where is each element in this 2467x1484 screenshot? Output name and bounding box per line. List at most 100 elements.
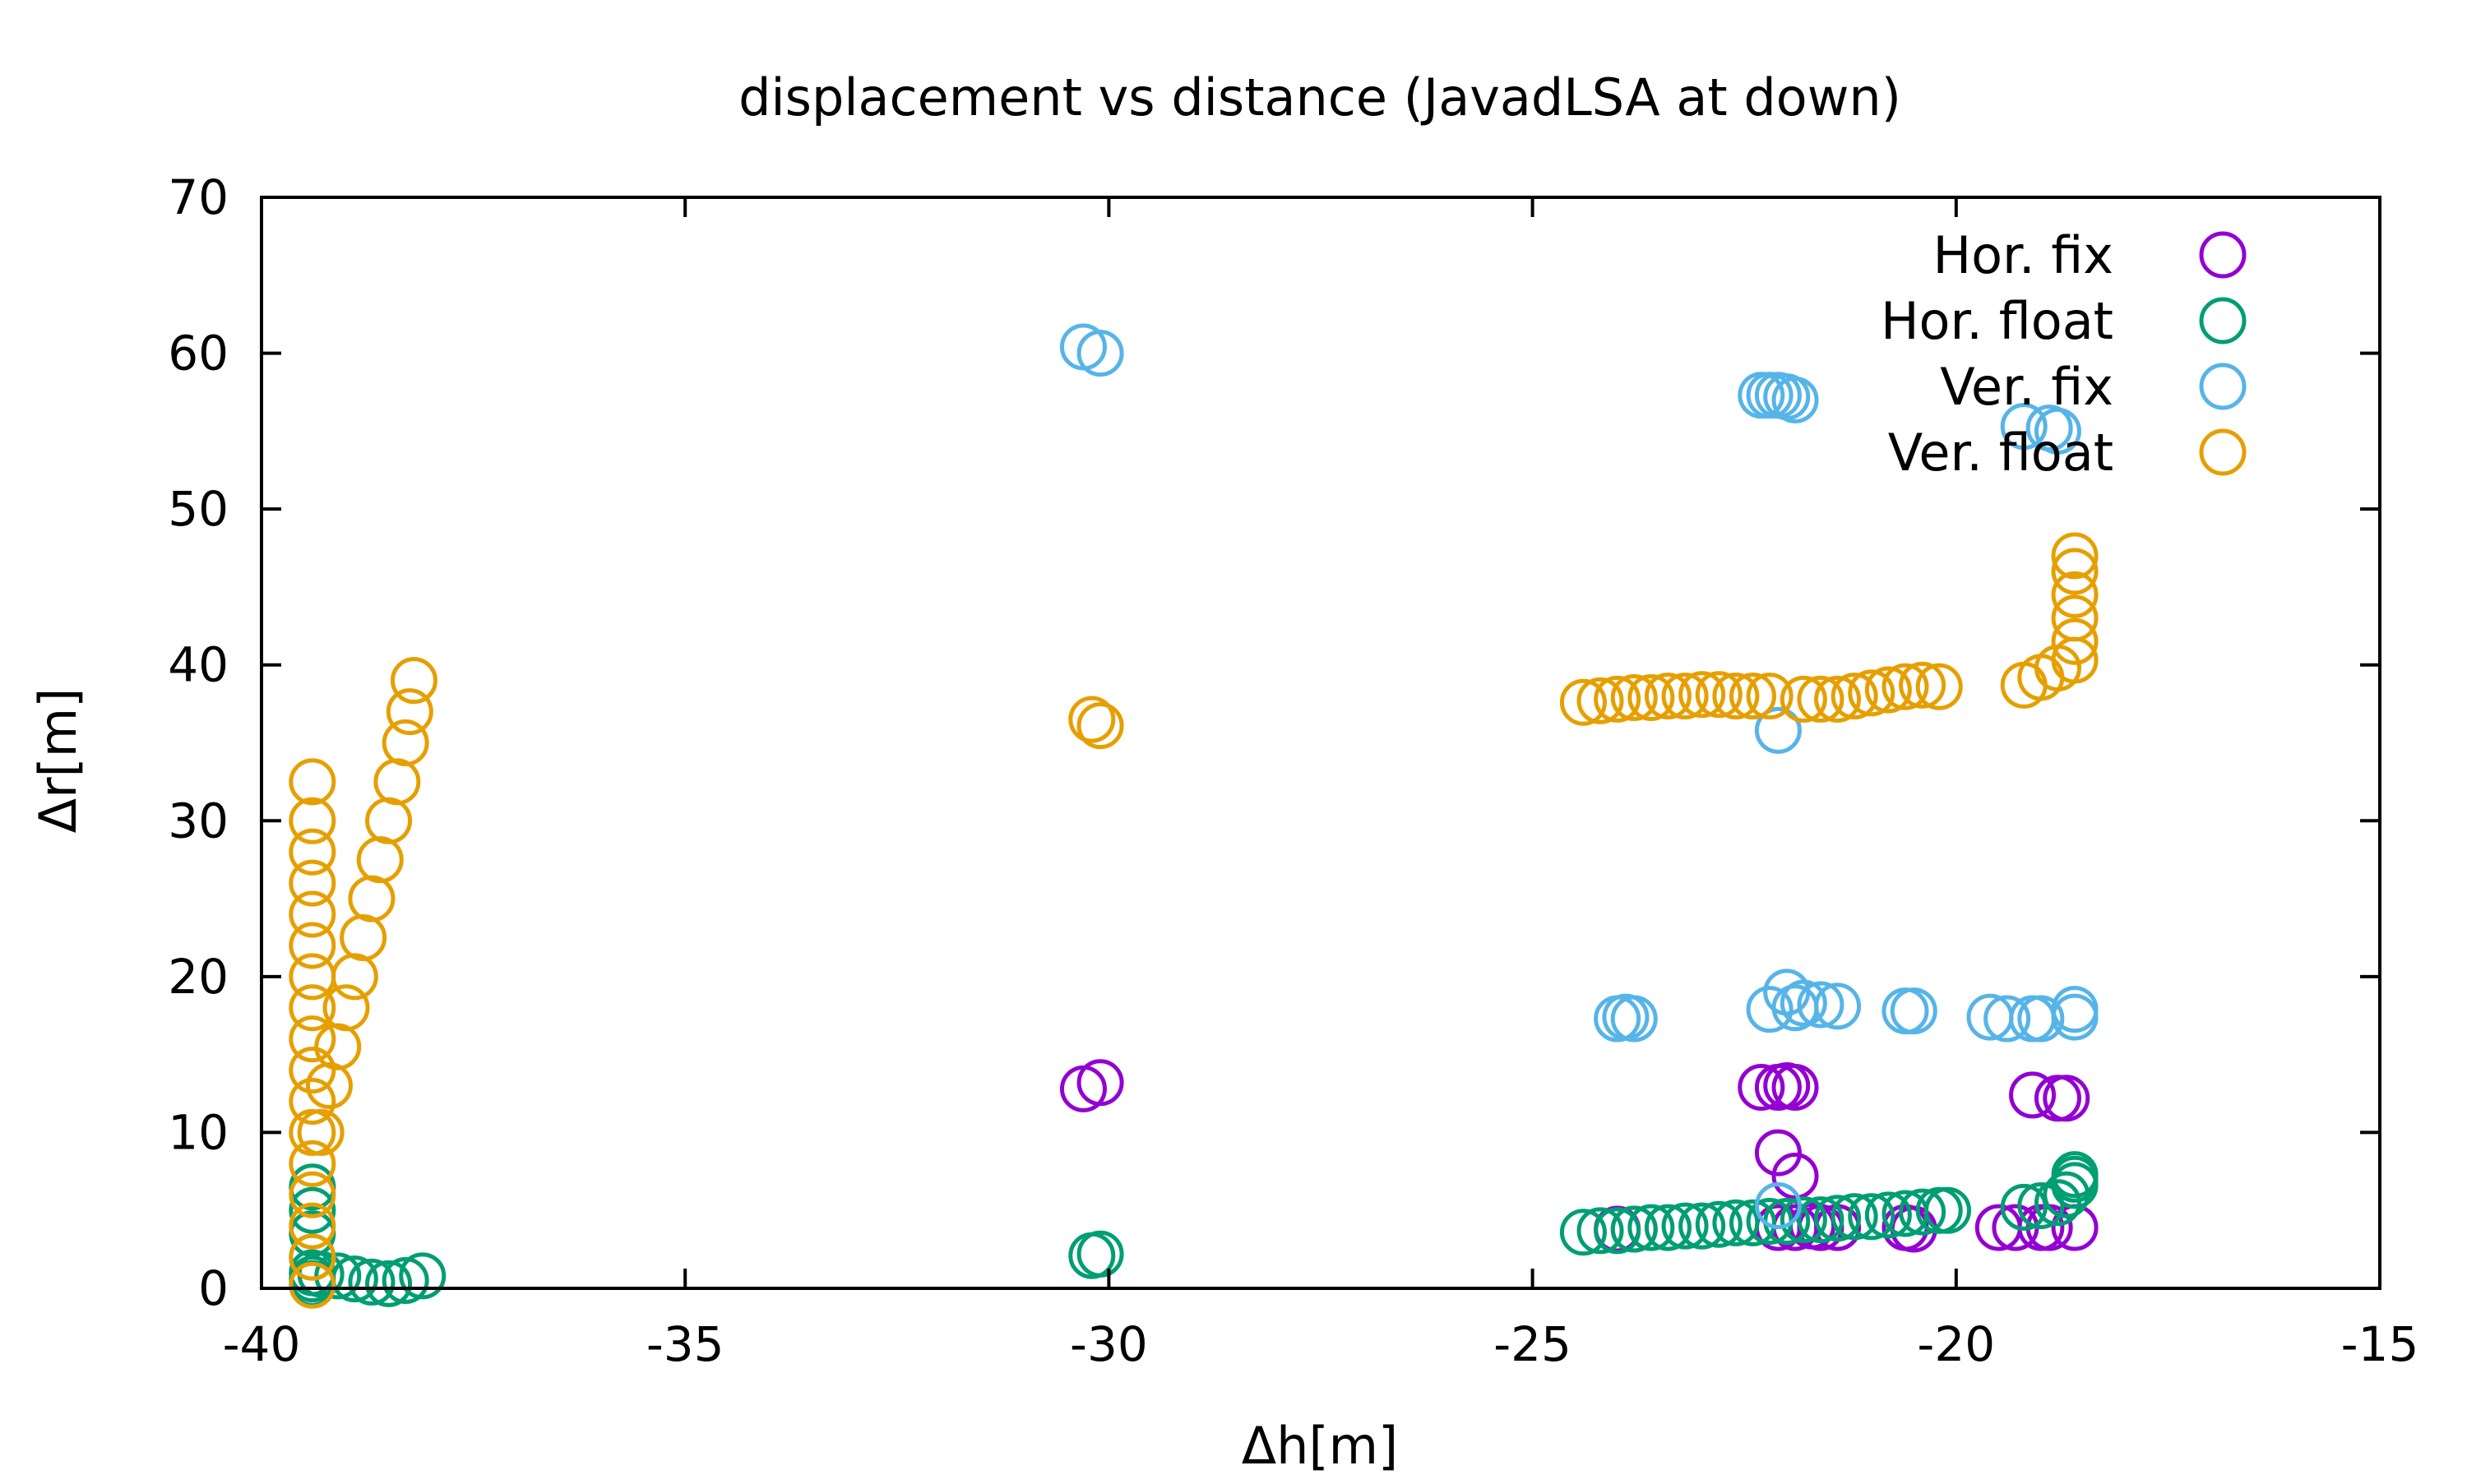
data-point [1899,661,1946,709]
data-point [289,1140,336,1187]
data-point [2009,995,2057,1042]
data-point [1678,671,1726,719]
data-point [386,688,433,736]
data-point [373,758,421,806]
data-point [2051,1151,2099,1199]
data-point [1983,995,2031,1042]
plot-frame [260,196,2381,1290]
data-point [2051,571,2099,618]
data-point [331,953,378,1001]
legend-label: Hor. float [1881,291,2113,351]
data-point [2051,594,2099,642]
data-point [348,1258,396,1306]
plot-marks [289,323,2099,1309]
data-point [1068,1232,1116,1279]
data-point [1899,1188,1946,1236]
data-point [1644,1204,1692,1251]
data-point [2000,1183,2048,1231]
series-2 [1059,323,2099,1230]
legend-label: Ver. float [1888,423,2113,483]
data-point [1771,1153,1819,1200]
data-point [1814,982,1862,1030]
data-point [1610,995,1658,1042]
data-point [289,797,336,844]
data-point [297,1108,345,1156]
data-point [382,719,429,766]
data-point [289,859,336,907]
data-point [1864,666,1912,714]
data-point [1729,1199,1777,1246]
data-point [1627,1204,1675,1251]
data-point [2051,617,2099,665]
data-point [289,1186,336,1234]
data-point [2034,1075,2081,1122]
data-point [2017,1182,2065,1230]
data-point [1754,706,1802,754]
legend-marker [2199,428,2247,476]
data-point [340,913,387,961]
data-point [2009,1071,2057,1119]
data-point [1831,1193,1878,1241]
data-point [2017,995,2065,1042]
data-point [1602,993,1650,1041]
data-point [348,875,396,922]
legend-marker [2199,363,2247,410]
series-1 [289,1151,2099,1307]
legend-label: Ver. fix [1940,357,2113,417]
data-point [1746,673,1794,720]
data-point [1848,669,1895,717]
data-point [1559,1209,1607,1256]
data-point [2000,403,2048,451]
data-point [1797,675,1844,723]
data-point [1695,1200,1743,1248]
x-tick-label: -30 [1070,1316,1148,1372]
data-point [1594,675,1641,723]
data-point [1771,1063,1819,1111]
data-point [1576,677,1624,724]
data-point [2051,548,2099,595]
data-point [1754,1182,1802,1230]
data-point [289,1261,336,1309]
y-tick-label: 60 [168,326,229,381]
data-point [1076,702,1124,750]
y-tick-label: 10 [168,1104,229,1160]
data-point [2034,1179,2081,1227]
data-point [356,836,404,884]
data-point [1780,675,1827,723]
x-tick-label: -25 [1493,1316,1571,1372]
y-tick-label: 50 [168,481,229,537]
y-tick-label: 0 [198,1260,229,1316]
data-point [314,1252,362,1300]
data-point [2051,532,2099,580]
data-point [1610,674,1658,722]
x-axis-title: Δh[m] [1242,1416,1398,1476]
chart-title: displacement vs distance (JavadLSA at do… [738,67,1901,127]
data-point [365,1260,413,1307]
series-3 [289,532,2099,1309]
data-point [2034,407,2081,455]
data-point [1881,987,1929,1035]
y-tick-label: 30 [168,793,229,848]
data-point [1754,1129,1802,1177]
data-point [1076,330,1124,377]
data-point [1712,1199,1760,1246]
data-point [1771,376,1819,423]
y-tick-label: 70 [168,169,229,225]
data-point [1576,1207,1624,1255]
data-point [1627,674,1675,722]
data-point [1746,986,1794,1033]
data-point [2051,636,2099,684]
data-point [289,1047,336,1094]
data-point [289,922,336,969]
legend-marker [2199,297,2247,344]
data-point [1797,981,1844,1029]
legend-marker [2199,231,2247,279]
data-point [1881,663,1929,710]
data-point [2051,993,2099,1041]
data-point [289,1202,336,1250]
data-point [1780,979,1827,1027]
data-point [1890,987,1937,1035]
